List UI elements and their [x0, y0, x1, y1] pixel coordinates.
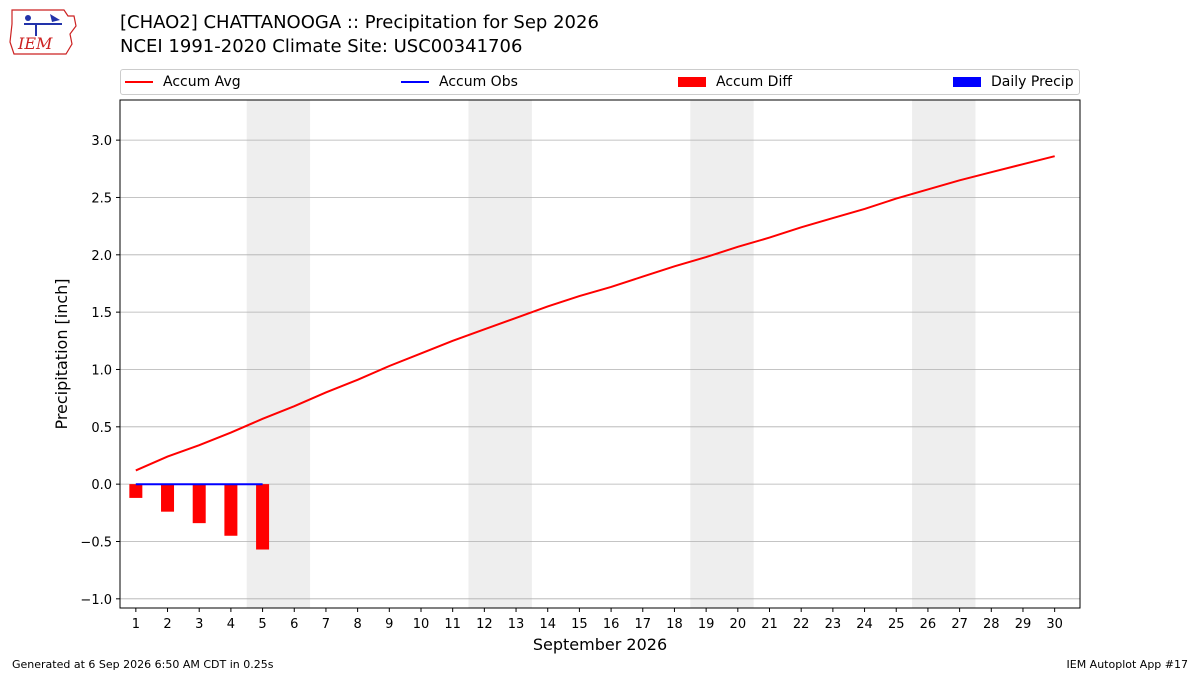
x-tick-label: 5 [258, 617, 266, 632]
legend: Accum Avg Accum Obs Accum Diff Daily Precip [120, 69, 1080, 95]
generated-timestamp: Generated at 6 Sep 2026 6:50 AM CDT in 0… [12, 658, 274, 671]
x-axis-label: September 2026 [533, 635, 667, 654]
legend-label: Accum Diff [716, 74, 793, 90]
chart-title: [CHAO2] CHATTANOOGA :: Precipitation for… [120, 12, 599, 33]
legend-patch-swatch [678, 77, 706, 87]
legend-item: Accum Diff [678, 70, 792, 94]
accum-diff-bar [192, 484, 206, 524]
x-tick-label: 7 [322, 617, 330, 632]
x-tick-label: 28 [983, 617, 1000, 632]
x-tick-label: 29 [1015, 617, 1032, 632]
y-tick-label: 0.5 [91, 421, 112, 436]
legend-label: Accum Avg [163, 74, 241, 90]
y-tick-label: 2.0 [91, 249, 112, 264]
x-tick-label: 16 [603, 617, 620, 632]
x-tick-label: 24 [856, 617, 873, 632]
x-tick-label: 15 [571, 617, 588, 632]
y-axis-label: Precipitation [inch] [52, 278, 71, 429]
weekend-shade [468, 100, 532, 608]
x-tick-label: 22 [793, 617, 810, 632]
x-tick-label: 13 [508, 617, 525, 632]
x-tick-label: 12 [476, 617, 493, 632]
plot-frame [119, 99, 1081, 609]
legend-label: Daily Precip [991, 74, 1074, 90]
logo-text: IEM [17, 34, 53, 53]
x-tick-label: 4 [227, 617, 235, 632]
y-tick-label: −0.5 [80, 535, 112, 550]
x-tick-label: 18 [666, 617, 683, 632]
x-tick-label: 17 [634, 617, 651, 632]
x-tick-label: 30 [1046, 617, 1063, 632]
accum-diff-bar [129, 484, 143, 498]
weekend-shade [912, 100, 976, 608]
x-tick-label: 27 [951, 617, 968, 632]
accum-avg-line [135, 155, 1055, 472]
x-tick-label: 23 [825, 617, 842, 632]
x-tick-label: 19 [698, 617, 715, 632]
x-tick-label: 6 [290, 617, 298, 632]
accum-diff-bar [224, 484, 238, 536]
legend-label: Accum Obs [439, 74, 518, 90]
x-tick-label: 2 [163, 617, 171, 632]
x-tick-label: 3 [195, 617, 203, 632]
x-tick-label: 1 [132, 617, 140, 632]
x-tick-label: 25 [888, 617, 905, 632]
y-tick-label: 2.5 [91, 191, 112, 206]
chart-subtitle: NCEI 1991-2020 Climate Site: USC00341706 [120, 36, 523, 57]
x-tick-label: 10 [413, 617, 430, 632]
y-tick-label: 0.0 [91, 478, 112, 493]
legend-line-swatch [401, 81, 429, 83]
iem-logo: IEM [9, 9, 77, 55]
legend-line-swatch [125, 81, 153, 83]
y-tick-label: 1.5 [91, 306, 112, 321]
x-tick-label: 11 [444, 617, 461, 632]
x-tick-label: 26 [920, 617, 937, 632]
legend-item: Accum Obs [401, 70, 518, 94]
weekend-shade [690, 100, 754, 608]
accum-diff-bar [161, 484, 175, 512]
x-tick-label: 8 [353, 617, 361, 632]
legend-patch-swatch [953, 77, 981, 87]
x-tick-label: 20 [730, 617, 747, 632]
app-label: IEM Autoplot App #17 [1066, 658, 1189, 671]
x-tick-label: 9 [385, 617, 393, 632]
accum-diff-bar [256, 484, 270, 550]
x-tick-label: 21 [761, 617, 778, 632]
y-tick-label: 1.0 [91, 363, 112, 378]
x-tick-label: 14 [539, 617, 556, 632]
legend-item: Daily Precip [953, 70, 1074, 94]
y-tick-label: 3.0 [91, 134, 112, 149]
y-tick-label: −1.0 [80, 593, 112, 608]
legend-item: Accum Avg [125, 70, 241, 94]
